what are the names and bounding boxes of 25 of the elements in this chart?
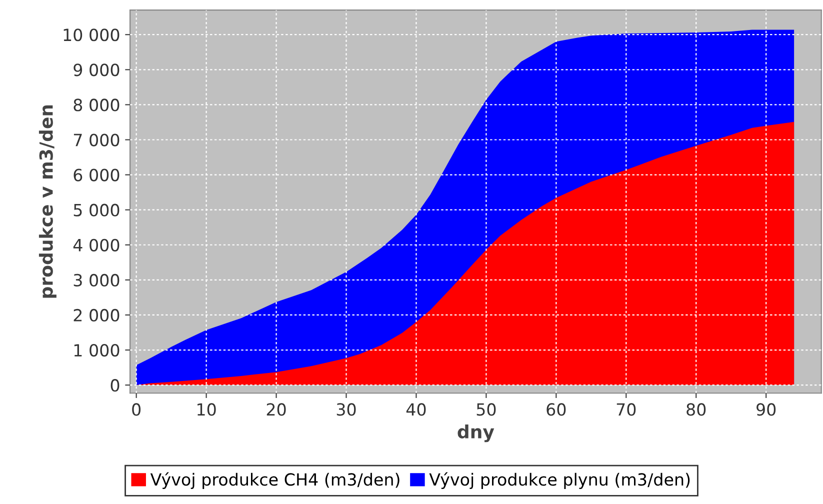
x-tick-label: 90 bbox=[756, 403, 776, 416]
x-tick-label: 60 bbox=[546, 403, 566, 416]
y-tick-label: 8 000 bbox=[74, 98, 120, 112]
y-tick-label: 9 000 bbox=[74, 64, 120, 76]
y-tick-label: 4 000 bbox=[73, 238, 120, 252]
x-tick-label: 10 bbox=[198, 403, 216, 416]
y-tick-label: 5 000 bbox=[74, 204, 120, 216]
y-tick-label: 3 000 bbox=[74, 274, 120, 286]
legend-label: Vývoj produkce plynu (m3/den) bbox=[429, 472, 690, 489]
x-axis-title: dny bbox=[458, 424, 494, 442]
y-tick-label: 10 000 bbox=[64, 28, 120, 42]
y-tick-label: 0 bbox=[110, 379, 120, 392]
y-tick-label: 7 000 bbox=[74, 134, 120, 146]
x-tick-label: 30 bbox=[336, 403, 356, 416]
y-tick-label: 2 000 bbox=[74, 308, 120, 322]
x-tick-label: 40 bbox=[406, 403, 426, 416]
x-tick-label: 20 bbox=[266, 403, 286, 416]
x-tick-label: 80 bbox=[686, 403, 706, 416]
x-tick-label: 50 bbox=[476, 403, 496, 416]
x-tick-label: 70 bbox=[616, 403, 636, 416]
y-tick-label: 1 000 bbox=[74, 344, 120, 357]
y-tick-label: 6 000 bbox=[74, 168, 120, 182]
x-tick-label: 0 bbox=[132, 403, 141, 416]
legend-label: Vývoj produkce CH4 (m3/den) bbox=[150, 472, 400, 489]
y-axis-title: produkce v m3/den bbox=[38, 105, 56, 298]
